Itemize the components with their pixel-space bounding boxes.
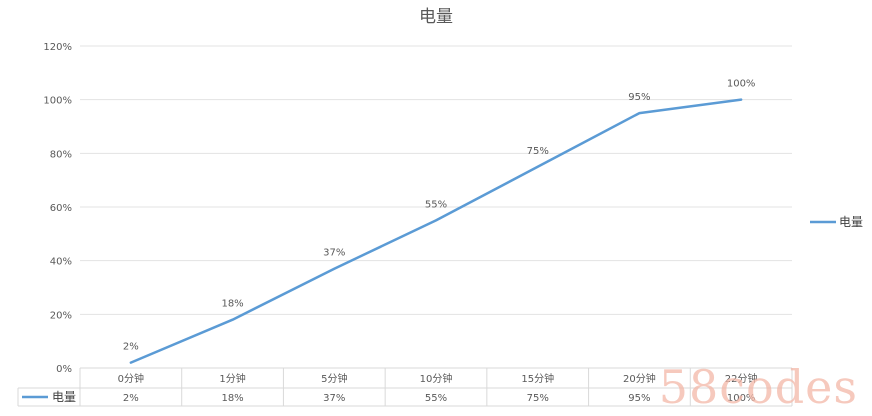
table-value-cell: 55% — [425, 393, 447, 404]
x-category-label: 15分钟 — [521, 372, 554, 385]
table-value-cell: 95% — [628, 393, 650, 404]
x-category-label: 10分钟 — [420, 372, 453, 385]
y-tick-label: 60% — [50, 203, 72, 214]
y-tick-label: 100% — [43, 96, 72, 107]
y-axis-ticks: 0% 20% 40% 60% 80% 100% 120% — [43, 42, 72, 375]
data-label: 2% — [123, 342, 139, 353]
x-category-label: 20分钟 — [623, 372, 656, 385]
series-line — [129, 98, 743, 364]
x-category-label: 22分钟 — [725, 372, 758, 385]
legend-label: 电量 — [839, 215, 863, 229]
series-layer — [129, 98, 743, 364]
data-label: 55% — [425, 199, 447, 210]
x-category-label: 0分钟 — [118, 372, 144, 385]
y-tick-label: 80% — [50, 149, 72, 160]
table-value-cell: 75% — [527, 393, 549, 404]
legend: 电量 — [810, 215, 863, 229]
x-category-label: 1分钟 — [219, 372, 245, 385]
table-value-cell: 2% — [123, 393, 139, 404]
data-label: 100% — [727, 79, 756, 90]
data-label: 37% — [323, 248, 345, 259]
y-tick-label: 40% — [50, 257, 72, 268]
data-label: 18% — [221, 299, 243, 310]
chart-title: 电量 — [419, 7, 453, 27]
y-tick-label: 120% — [43, 42, 72, 53]
table-value-cell: 37% — [323, 393, 345, 404]
gridlines — [80, 45, 792, 315]
table-value-cell: 100% — [727, 393, 756, 404]
data-labels: 2% 18% 37% 55% 75% 95% 100% — [123, 79, 756, 353]
data-label: 95% — [628, 92, 650, 103]
table-series-name: 电量 — [52, 390, 76, 404]
y-tick-label: 20% — [50, 310, 72, 321]
x-category-label: 5分钟 — [321, 372, 347, 385]
y-tick-label: 0% — [56, 364, 72, 375]
table-value-cell: 18% — [221, 393, 243, 404]
data-label: 75% — [527, 146, 549, 157]
data-table: 0分钟 2% 1分钟 18% 5分钟 37% 10分钟 55% 15分钟 75% 20分钟 95% 22… — [17, 367, 793, 407]
